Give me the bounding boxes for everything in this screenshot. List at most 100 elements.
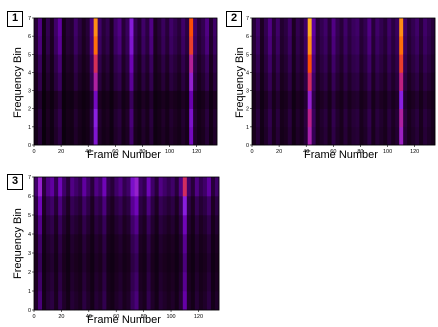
heatmap-cell (206, 272, 212, 292)
heatmap-cell (287, 90, 293, 110)
heatmap-cell (311, 90, 316, 110)
heatmap-cell (279, 90, 285, 110)
heatmap-cell (311, 108, 316, 128)
heatmap-cell (113, 72, 118, 91)
heatmap-cell (367, 18, 372, 37)
heatmap-cell (331, 126, 336, 146)
heatmap-cell (169, 18, 174, 37)
heatmap-cell (327, 18, 332, 37)
heatmap-cell (90, 272, 95, 292)
heatmap-cell (45, 90, 51, 110)
plot-frame (33, 176, 220, 311)
heatmap-cell (158, 291, 163, 311)
heatmap-cell (347, 126, 352, 146)
heatmap-cell (70, 234, 75, 254)
heatmap-cell (133, 90, 138, 110)
heatmap-cell (98, 272, 103, 292)
heatmap-cell (185, 36, 190, 55)
x-tick-label: 80 (141, 314, 147, 320)
heatmap-cell (359, 108, 364, 128)
heatmap-cell (307, 36, 312, 55)
heatmap-cell (291, 72, 297, 91)
heatmap-cell (37, 54, 43, 73)
heatmap-cell (283, 72, 289, 91)
heatmap-cell (57, 108, 63, 128)
heatmap-cell (58, 215, 63, 235)
heatmap-cell (37, 90, 43, 110)
heatmap-cell (62, 291, 67, 311)
heatmap-cell (186, 253, 192, 273)
heatmap-cell (166, 215, 172, 235)
heatmap-cell (42, 215, 47, 235)
heatmap-cell (177, 36, 182, 55)
heatmap-cell (154, 234, 159, 254)
heatmap-cell (58, 291, 63, 311)
y-tick-label: 7 (246, 16, 249, 22)
heatmap-cell (122, 253, 127, 273)
heatmap-cell (189, 108, 194, 128)
heatmap-cell (411, 90, 416, 110)
heatmap-cell (114, 177, 119, 197)
heatmap-cell (77, 54, 83, 73)
heatmap-cell (210, 291, 216, 311)
heatmap-cell (109, 126, 114, 146)
heatmap-cell (138, 253, 143, 273)
heatmap-cell (411, 54, 416, 73)
heatmap-cell (315, 54, 320, 73)
heatmap-cell (61, 72, 67, 91)
heatmap-cell (271, 72, 277, 91)
heatmap-cell (209, 90, 214, 110)
heatmap-cell (407, 72, 412, 91)
heatmap-cell (174, 291, 180, 311)
heatmap-cell (202, 234, 208, 254)
y-tick-label: 1 (28, 125, 31, 131)
heatmap-cell (38, 272, 43, 292)
heatmap-cell (379, 90, 384, 110)
heatmap-cell (379, 18, 384, 37)
heatmap-cell (315, 126, 320, 146)
heatmap-cell (42, 291, 47, 311)
heatmap-cell (206, 196, 212, 216)
heatmap-cell (149, 72, 154, 91)
heatmap-plot: 0 20 40 60 80 100 120 0 1 2 3 4 5 6 7 (28, 16, 218, 155)
heatmap-cell (198, 291, 204, 311)
heatmap-cell (137, 72, 142, 91)
heatmap-cell (178, 196, 184, 216)
heatmap-cell (105, 72, 110, 91)
heatmap-cell (114, 253, 119, 273)
heatmap-cell (74, 291, 79, 311)
heatmap-cell (347, 90, 352, 110)
heatmap-cell (206, 291, 212, 311)
heatmap-cell (58, 253, 63, 273)
heatmap-cell (153, 90, 158, 110)
heatmap-cell (431, 108, 436, 128)
heatmap-cell (407, 108, 412, 128)
heatmap-cell (125, 108, 130, 128)
heatmap-cell (387, 108, 392, 128)
heatmap-cell (65, 72, 71, 91)
heatmap-cell (387, 54, 392, 73)
heatmap-cell (34, 72, 39, 91)
heatmap-cell (181, 54, 186, 73)
heatmap-cell (110, 234, 115, 254)
heatmap-cell (118, 177, 123, 197)
heatmap-cell (291, 54, 297, 73)
heatmap-cell (69, 108, 75, 128)
heatmap-cell (62, 234, 67, 254)
heatmap-cell (161, 36, 166, 55)
heatmap-cell (153, 36, 158, 55)
heatmap-cell (37, 108, 43, 128)
heatmap-cell (252, 18, 257, 37)
heatmap-cell (146, 291, 151, 311)
x-tick-label: 40 (303, 149, 309, 155)
heatmap-cell (134, 215, 139, 235)
heatmap-cell (427, 126, 432, 146)
heatmap-cell (166, 291, 172, 311)
heatmap-cell (161, 126, 166, 146)
heatmap-cell (371, 126, 376, 146)
heatmap-cell (129, 108, 134, 128)
heatmap-cell (66, 196, 71, 216)
heatmap-cell (363, 126, 368, 146)
heatmap-cell (94, 196, 99, 216)
heatmap-cell (379, 126, 384, 146)
